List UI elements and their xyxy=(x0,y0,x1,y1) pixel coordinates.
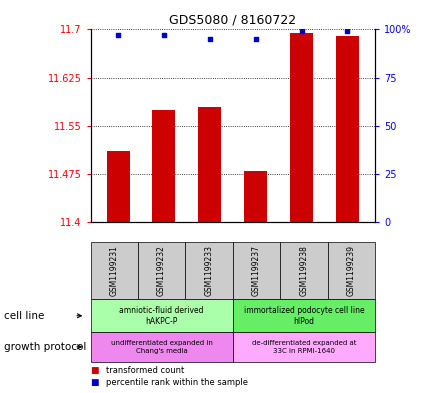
Text: growth protocol: growth protocol xyxy=(4,342,86,352)
Text: ■: ■ xyxy=(90,378,99,387)
Text: GSM1199237: GSM1199237 xyxy=(252,246,260,296)
Point xyxy=(252,36,258,42)
Text: GSM1199238: GSM1199238 xyxy=(299,246,307,296)
Text: ■: ■ xyxy=(90,366,99,375)
Bar xyxy=(198,107,221,222)
Text: immortalized podocyte cell line
hIPod: immortalized podocyte cell line hIPod xyxy=(243,306,363,326)
Bar xyxy=(152,110,175,222)
Bar xyxy=(289,33,312,222)
Title: GDS5080 / 8160722: GDS5080 / 8160722 xyxy=(169,14,295,27)
Point xyxy=(206,36,213,42)
Text: cell line: cell line xyxy=(4,311,45,321)
Point xyxy=(343,28,350,35)
Bar xyxy=(244,171,267,222)
Text: GSM1199232: GSM1199232 xyxy=(157,246,166,296)
Text: de-differentiated expanded at
33C in RPMI-1640: de-differentiated expanded at 33C in RPM… xyxy=(251,340,355,354)
Text: GSM1199239: GSM1199239 xyxy=(346,246,355,296)
Text: undifferentiated expanded in
Chang's media: undifferentiated expanded in Chang's med… xyxy=(111,340,212,354)
Point xyxy=(114,32,121,39)
Text: percentile rank within the sample: percentile rank within the sample xyxy=(105,378,247,387)
Point xyxy=(298,28,304,35)
Point xyxy=(160,32,167,39)
Bar xyxy=(335,36,358,222)
Text: amniotic-fluid derived
hAKPC-P: amniotic-fluid derived hAKPC-P xyxy=(119,306,203,326)
Text: transformed count: transformed count xyxy=(105,366,184,375)
Bar xyxy=(106,151,129,222)
Text: GSM1199233: GSM1199233 xyxy=(204,246,213,296)
Text: GSM1199231: GSM1199231 xyxy=(110,246,118,296)
